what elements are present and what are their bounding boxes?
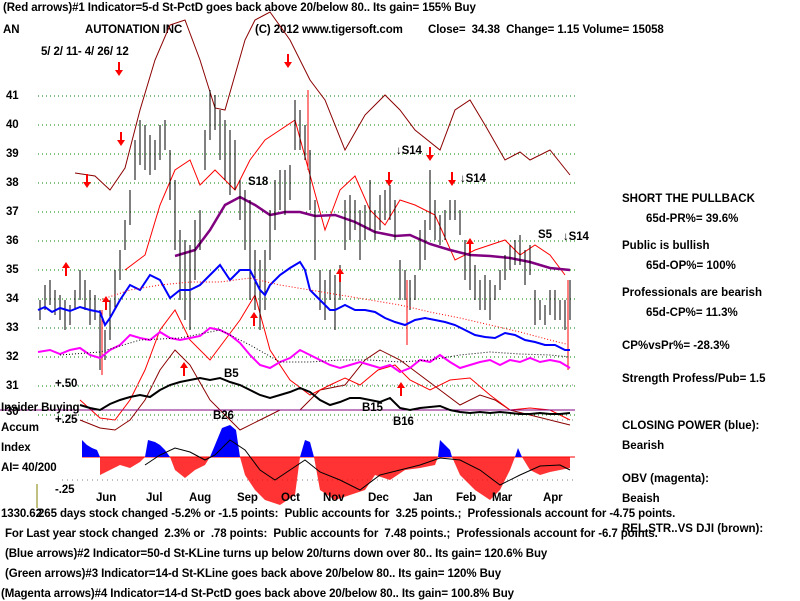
relative-strength-line: [79, 376, 571, 415]
quote-summary: Close= 34.38 Change= 1.15 Volume= 15058: [428, 24, 664, 36]
moving-average-line: [174, 195, 571, 272]
index-label: Index: [1, 442, 31, 454]
y-tick-32: 32: [6, 351, 19, 363]
y-tick-31: 31: [6, 380, 19, 392]
x-tick-feb: Feb: [456, 492, 477, 504]
signal-s5: S5: [538, 229, 552, 241]
accum-index-histogram: [82, 425, 570, 505]
signal-b5: B5: [224, 368, 239, 380]
ai-moving-average: [144, 439, 571, 491]
y-tick-33: 33: [6, 322, 19, 334]
footer-prefix: 1330.62: [1, 508, 42, 520]
accum-label: Accum: [1, 422, 39, 434]
strength-value: Strength Profess/Pub= 1.5: [622, 373, 766, 385]
ai-value: AI= 40/200: [1, 462, 57, 474]
cp-value: 65d-CP%= 11.3%: [646, 307, 738, 319]
footer-line-3: (Blue arrows)#2 Indicator=50-d St-KLine …: [5, 548, 548, 560]
obv-value: Beaish: [622, 493, 660, 505]
footer-line-4: (Green arrows)#3 Indicator=14-d St-KLine…: [5, 568, 501, 580]
date-range: 5/ 2/ 11- 4/ 26/ 12: [41, 46, 129, 58]
x-tick-oct: Oct: [281, 492, 300, 504]
y-tick-34: 34: [6, 293, 19, 305]
closing-power-line: [37, 260, 570, 351]
closing-power-label: CLOSING POWER (blue):: [622, 420, 760, 432]
signal-b16: B16: [393, 416, 414, 428]
upper-band: [74, 11, 571, 191]
op-value: 65d-OP%= 100%: [646, 260, 736, 272]
y-tick-35: 35: [6, 264, 19, 276]
ai-tick-plus50: +.50: [55, 378, 78, 390]
upper-inner-band: [124, 119, 566, 276]
signal-s14-b: ↓S14: [460, 173, 486, 185]
footer-line-5: (Magenta arrows)#4 Indicator=14-d St-Pct…: [1, 588, 514, 600]
y-tick-30: 30: [6, 406, 19, 418]
x-tick-jan: Jan: [413, 492, 433, 504]
x-tick-aug: Aug: [189, 492, 212, 504]
insider-buying-label: Insider Buying: [1, 402, 80, 414]
obv-ma-line: [59, 329, 571, 363]
y-tick-38: 38: [6, 177, 19, 189]
footer-line-2: For Last year stock changed 2.3% or .78 …: [5, 528, 658, 540]
obv-label: OBV (magenta):: [622, 473, 709, 485]
y-tick-37: 37: [6, 206, 19, 218]
x-tick-apr: Apr: [543, 492, 563, 504]
relstr-label: REL.STR..VS DJI (brown):: [622, 523, 764, 535]
pr-value: 65d-PR%= 39.6%: [646, 213, 739, 225]
ai-gridlines: [62, 384, 575, 481]
professionals-label: Professionals are bearish: [622, 287, 762, 299]
x-tick-jun: Jun: [96, 492, 117, 504]
red-signal-arrows: [62, 54, 474, 396]
x-tick-sep: Sep: [237, 492, 258, 504]
red-spike-lines: [101, 90, 569, 375]
x-tick-dec: Dec: [368, 492, 389, 504]
company-name: AUTONATION INC: [85, 24, 183, 36]
verdict: SHORT THE PULLBACK: [622, 193, 755, 205]
y-tick-39: 39: [6, 148, 19, 160]
signal-s14-c: ↓S14: [563, 231, 589, 243]
x-tick-mar: Mar: [492, 492, 513, 504]
footer-line-1: 265 days stock changed -5.2% or -1.5 poi…: [38, 508, 676, 520]
y-tick-40: 40: [6, 119, 19, 131]
indicator-1-description: (Red arrows)#1 Indicator=5-d St-PctD goe…: [3, 2, 476, 14]
signal-b15: B15: [362, 402, 383, 414]
price-bars: [39, 90, 571, 370]
signal-s18: S18: [248, 176, 269, 188]
lower-inner-band: [79, 293, 571, 421]
price-gridlines: [38, 95, 575, 416]
closing-power-value: Bearish: [622, 440, 665, 452]
ticker-symbol: AN: [3, 24, 20, 36]
signal-b26: B26: [213, 410, 234, 422]
public-label: Public is bullish: [622, 240, 710, 252]
obv-line: [37, 326, 571, 374]
cpvspr-value: CP%vsPr%= -28.3%: [622, 340, 730, 352]
signal-s14-a: ↓S14: [396, 145, 422, 157]
copyright: (C) 2012 www.tigersoft.com: [255, 24, 403, 36]
x-tick-nov: Nov: [323, 492, 345, 504]
x-tick-jul: Jul: [146, 492, 163, 504]
y-tick-41: 41: [6, 90, 19, 102]
y-tick-36: 36: [6, 235, 19, 247]
ai-tick-plus25: +.25: [55, 414, 78, 426]
ai-tick-minus25: -.25: [55, 484, 75, 496]
